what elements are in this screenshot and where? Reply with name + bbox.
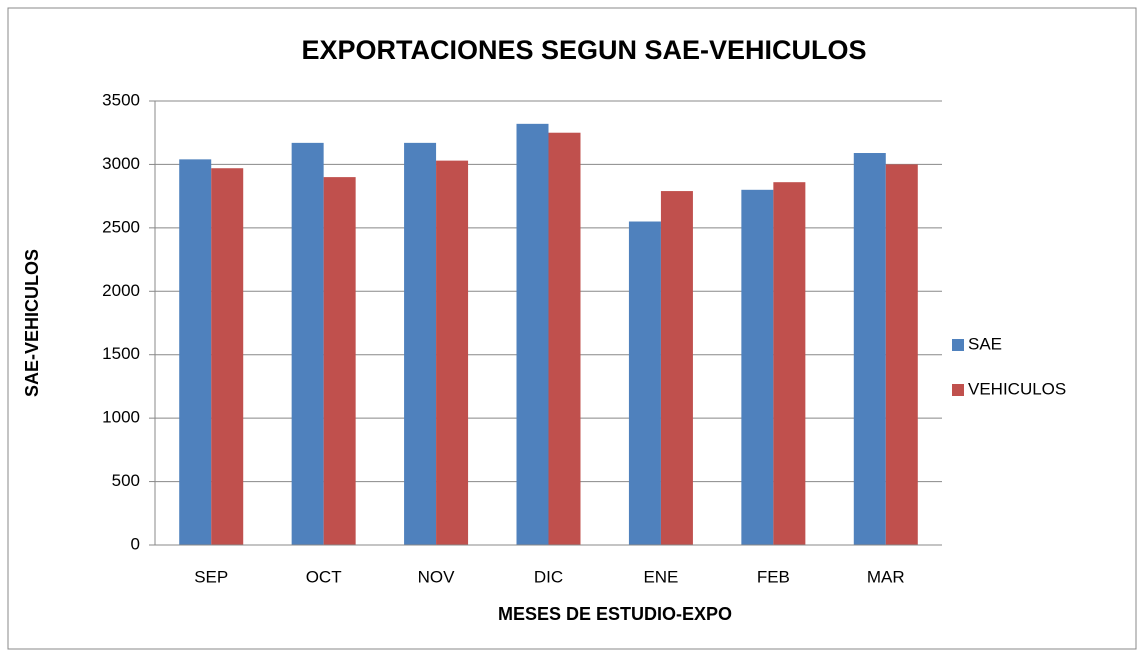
y-tick-label: 0 — [131, 534, 140, 553]
bar — [773, 182, 806, 545]
x-axis-title: MESES DE ESTUDIO-EXPO — [498, 604, 732, 624]
x-tick-label: SEP — [194, 567, 228, 586]
legend-swatch — [952, 384, 964, 396]
y-tick-label: 500 — [112, 471, 140, 490]
bar — [853, 153, 886, 546]
legend-swatch — [952, 339, 964, 351]
x-tick-label: ENE — [643, 567, 678, 586]
bar — [548, 132, 581, 545]
y-tick-label: 2000 — [102, 281, 140, 300]
bar — [291, 142, 324, 545]
bar — [323, 177, 356, 545]
y-axis-title: SAE-VEHICULOS — [22, 249, 42, 397]
bar — [741, 189, 774, 546]
chart-title: EXPORTACIONES SEGUN SAE-VEHICULOS — [301, 35, 866, 65]
y-tick-label: 2500 — [102, 217, 140, 236]
x-tick-label: NOV — [418, 567, 456, 586]
bar — [436, 160, 469, 545]
y-tick-label: 3000 — [102, 154, 140, 173]
bar — [179, 159, 212, 545]
bar — [628, 221, 661, 545]
x-tick-label: MAR — [867, 567, 905, 586]
legend-label: SAE — [968, 334, 1002, 353]
bar — [404, 142, 437, 545]
legend-label: VEHICULOS — [968, 379, 1066, 398]
bar — [211, 168, 244, 545]
x-tick-label: OCT — [306, 567, 342, 586]
bar — [660, 191, 693, 545]
y-tick-label: 3500 — [102, 90, 140, 109]
bar — [885, 164, 918, 545]
bar — [516, 123, 549, 545]
x-tick-label: FEB — [757, 567, 790, 586]
x-tick-label: DIC — [534, 567, 563, 586]
y-tick-label: 1500 — [102, 344, 140, 363]
y-tick-label: 1000 — [102, 408, 140, 427]
